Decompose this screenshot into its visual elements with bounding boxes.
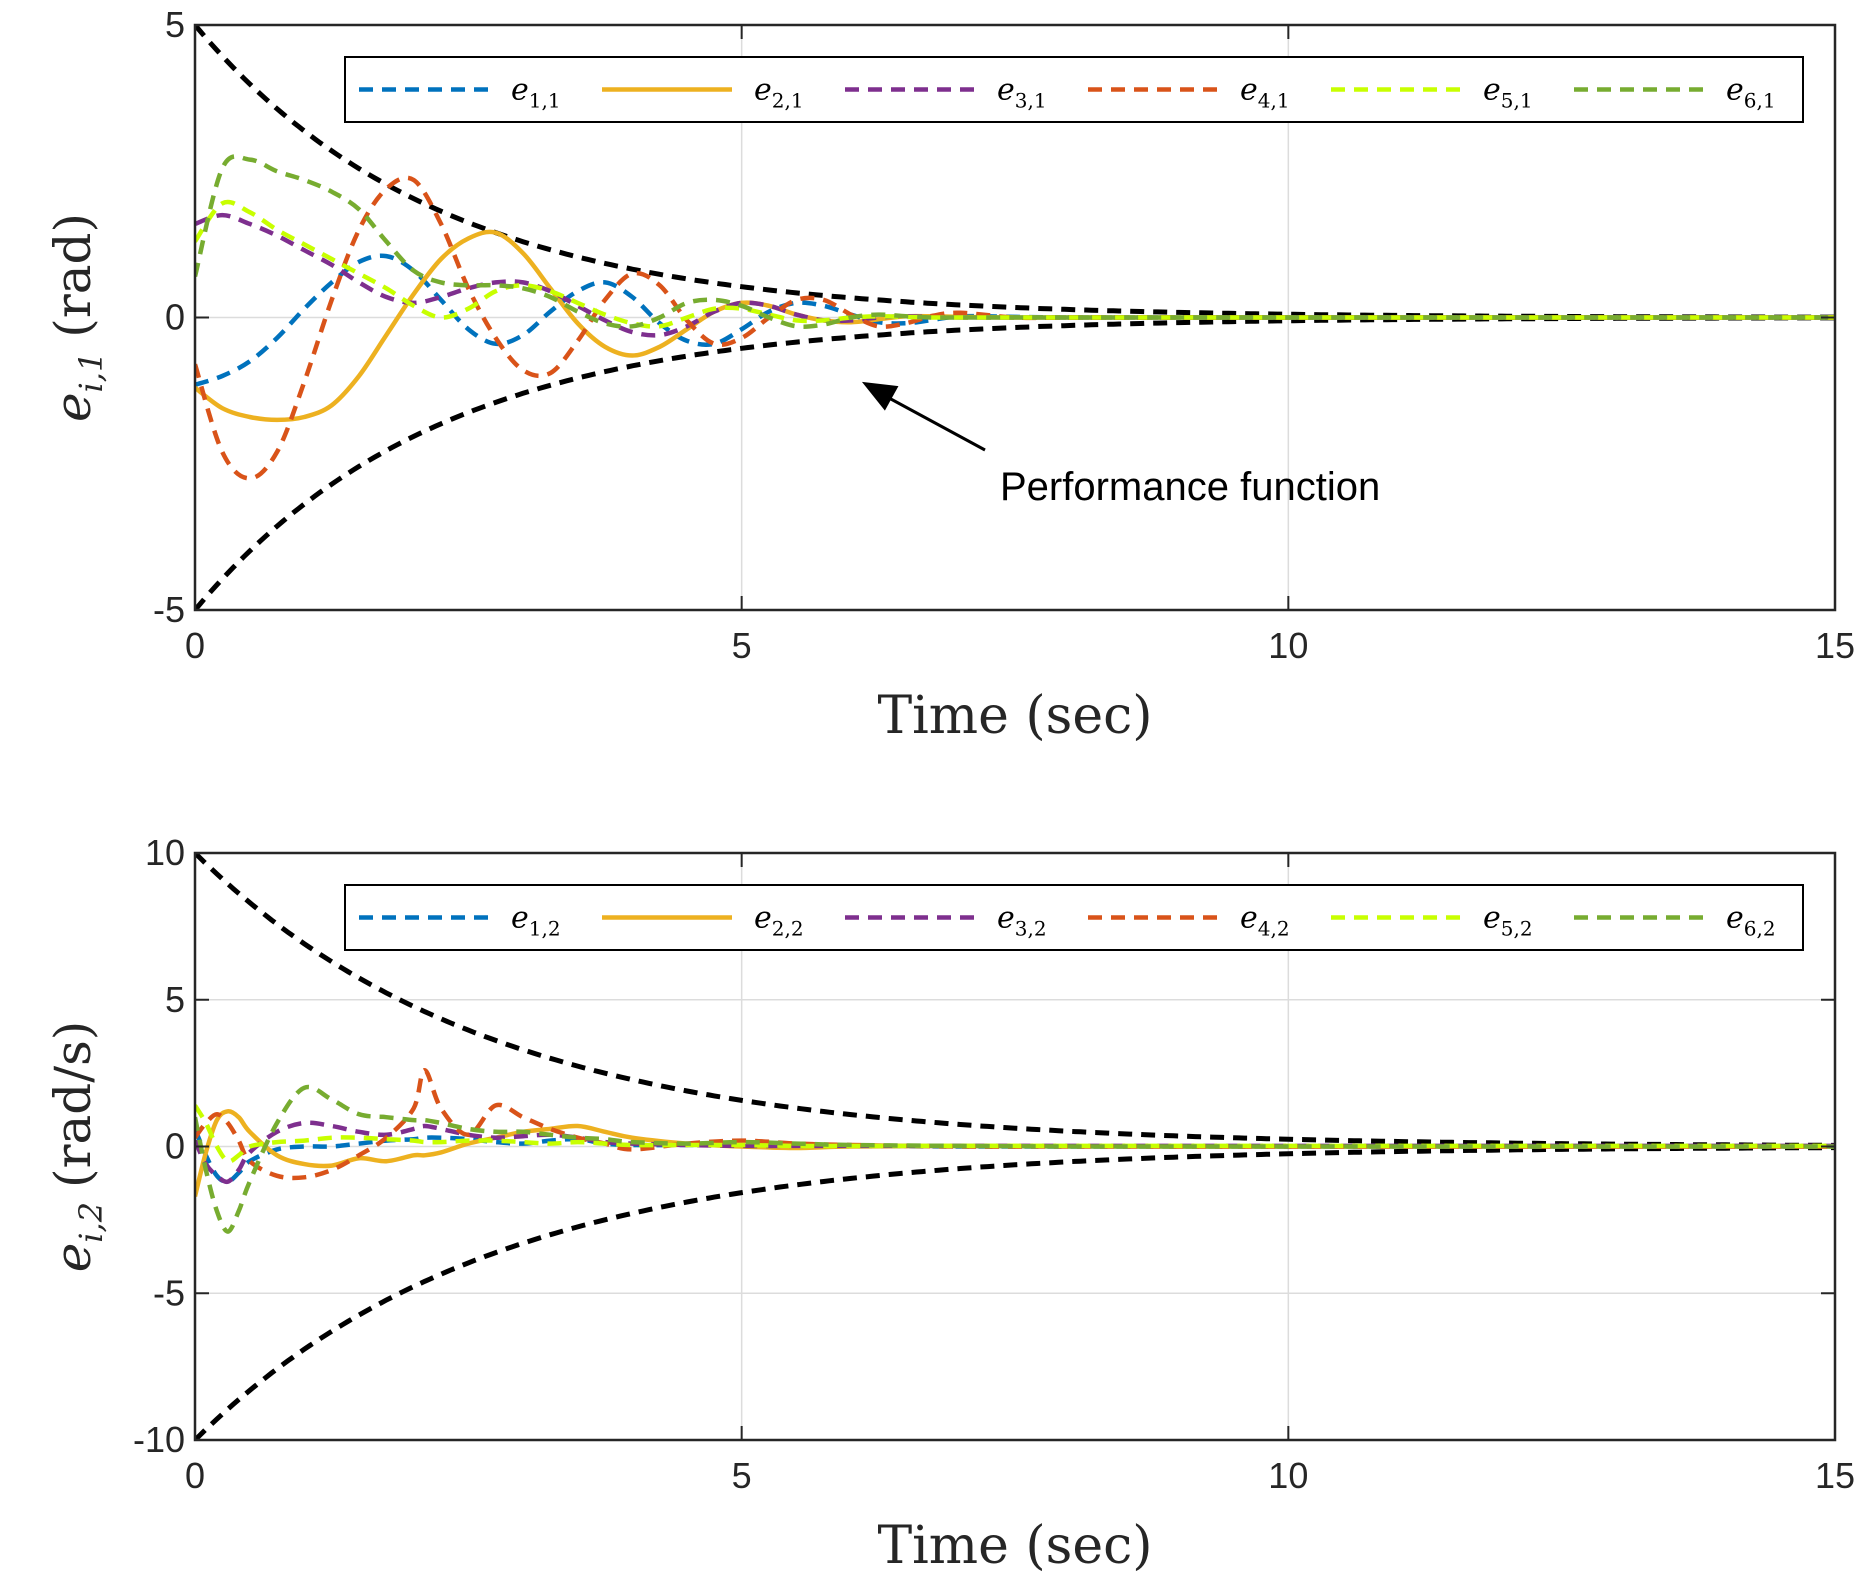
- x-tick-label: 0: [185, 1455, 205, 1496]
- legend-label-sub: 2,1: [772, 89, 804, 113]
- legend-label-4-2: e4,2: [1240, 901, 1290, 941]
- legend-label-var: e: [754, 901, 772, 936]
- legend-label-var: e: [754, 73, 772, 108]
- legend-label-sub: 5,2: [1501, 917, 1533, 941]
- y-axis-label: ei,2 (rad/s): [44, 1021, 110, 1273]
- y-axis-label-unit: (rad/s): [44, 1021, 102, 1188]
- legend-label-var: e: [511, 901, 529, 936]
- x-tick-label: 5: [732, 1455, 752, 1496]
- legend-label-sub: 3,1: [1015, 89, 1047, 113]
- legend-box: [344, 56, 1804, 123]
- data-layer: [195, 25, 1835, 610]
- annotation-text: Performance function: [1000, 465, 1380, 509]
- legend-label-sub: 3,2: [1015, 917, 1047, 941]
- legend-label-var: e: [511, 73, 529, 108]
- y-tick-label: 0: [165, 297, 185, 338]
- y-tick-label: 10: [145, 832, 185, 873]
- legend-label-var: e: [1483, 901, 1501, 936]
- y-axis-label: ei,1 (rad): [44, 213, 110, 422]
- x-axis-label: Time (sec): [877, 1516, 1152, 1576]
- y-tick-label: 5: [165, 4, 185, 45]
- legend-label-var: e: [1726, 73, 1744, 108]
- legend-box: [344, 884, 1804, 951]
- annotation-arrow-line: [873, 388, 986, 452]
- legend-label-sub: 5,1: [1501, 89, 1533, 113]
- legend-label-6-1: e6,1: [1726, 73, 1776, 113]
- y-axis-label-sub: i,2: [72, 1202, 110, 1243]
- legend-label-var: e: [1240, 901, 1258, 936]
- x-tick-label: 15: [1815, 625, 1855, 666]
- legend-label-3-2: e3,2: [997, 901, 1047, 941]
- legend-label-sub: 6,2: [1744, 917, 1776, 941]
- legend-label-var: e: [997, 901, 1015, 936]
- series-line-6-2: [195, 1084, 1835, 1234]
- legend-label-var: e: [1726, 901, 1744, 936]
- series-line-6-1: [195, 154, 1835, 329]
- y-axis-label-var: e: [44, 392, 102, 422]
- legend-label-2-2: e2,2: [754, 901, 804, 941]
- annotation-arrow-head: [861, 381, 899, 411]
- y-tick-label: 5: [165, 979, 185, 1020]
- y-tick-label: 0: [165, 1126, 185, 1167]
- legend-label-5-1: e5,1: [1483, 73, 1533, 113]
- legend-label-sub: 1,2: [529, 917, 561, 941]
- data-layer: [195, 853, 1835, 1440]
- y-tick-label: -5: [153, 1272, 185, 1313]
- x-tick-label: 10: [1268, 625, 1308, 666]
- legend-label-1-2: e1,2: [511, 901, 561, 941]
- performance-function-upper: [195, 853, 1835, 1148]
- performance-function-lower: [195, 1145, 1835, 1440]
- y-tick-label: -5: [153, 589, 185, 630]
- x-tick-label: 0: [185, 625, 205, 666]
- legend-label-var: e: [1240, 73, 1258, 108]
- x-tick-label: 10: [1268, 1455, 1308, 1496]
- x-tick-label: 5: [732, 625, 752, 666]
- y-axis-label-sub: i,1: [72, 352, 110, 393]
- y-axis-label-unit: (rad): [44, 213, 102, 338]
- legend-label-sub: 1,1: [529, 89, 561, 113]
- x-axis-label: Time (sec): [877, 686, 1152, 746]
- legend-label-6-2: e6,2: [1726, 901, 1776, 941]
- y-axis-label-var: e: [44, 1243, 102, 1273]
- y-tick-label: -10: [133, 1419, 185, 1460]
- legend-label-var: e: [1483, 73, 1501, 108]
- legend-label-var: e: [997, 73, 1015, 108]
- legend-label-4-1: e4,1: [1240, 73, 1290, 113]
- legend-label-1-1: e1,1: [511, 73, 561, 113]
- legend-label-sub: 4,2: [1258, 917, 1290, 941]
- legend-label-sub: 2,2: [772, 917, 804, 941]
- legend-label-3-1: e3,1: [997, 73, 1047, 113]
- legend-label-2-1: e2,1: [754, 73, 804, 113]
- legend-label-5-2: e5,2: [1483, 901, 1533, 941]
- legend-label-sub: 6,1: [1744, 89, 1776, 113]
- legend-label-sub: 4,1: [1258, 89, 1290, 113]
- x-tick-label: 15: [1815, 1455, 1855, 1496]
